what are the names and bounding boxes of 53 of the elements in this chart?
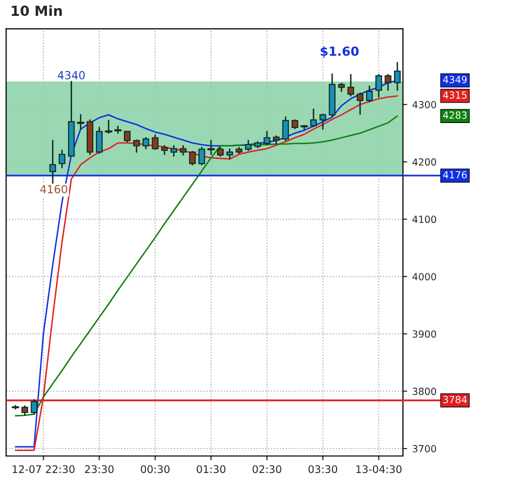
candlestick <box>180 145 186 156</box>
candlestick <box>170 145 178 157</box>
candlestick <box>347 74 354 97</box>
candlestick <box>142 137 150 150</box>
candlestick <box>124 130 131 142</box>
x-tick-label: 12-07 22:30 <box>12 465 75 474</box>
candlestick <box>114 126 122 134</box>
candlestick <box>76 114 84 130</box>
candlestick <box>207 140 215 156</box>
annotation: 4160 <box>40 184 68 194</box>
y-tick-label: 4300 <box>412 100 436 108</box>
x-tick-label: 02:30 <box>252 465 282 474</box>
ref-line-label: 3784 <box>443 396 467 404</box>
candlestick <box>375 74 382 98</box>
candlestick <box>356 92 364 115</box>
candlestick <box>319 114 326 130</box>
candlestick <box>58 150 66 168</box>
x-tick-label: 23:30 <box>85 465 114 474</box>
candlestick <box>104 120 112 134</box>
candlestick <box>366 85 373 102</box>
text: 4283 <box>443 111 467 119</box>
annotation: 4340 <box>58 71 85 80</box>
candlestick <box>21 405 28 416</box>
x-tick-label: 13-04:30 <box>356 465 402 474</box>
line-series <box>14 115 398 417</box>
y-tick-label: 3900 <box>412 330 436 338</box>
y-tick-label: 4000 <box>412 272 436 280</box>
x-tick-label: 03:30 <box>308 465 338 474</box>
candlestick <box>394 62 401 91</box>
x-tick-label: 00:30 <box>140 465 170 474</box>
candlestick <box>152 134 159 150</box>
candlestick <box>384 74 392 91</box>
y-tick-label: 3800 <box>412 388 436 396</box>
x-tick-label: 01:30 <box>196 465 226 474</box>
candlestick <box>96 126 103 154</box>
annotation: $1.60 <box>320 46 359 58</box>
y-tick-label: 3700 <box>412 445 436 452</box>
y-tick-label: 4100 <box>412 216 436 224</box>
candlestick <box>244 140 252 152</box>
candlestick <box>310 108 317 127</box>
candlestick <box>198 146 206 166</box>
y-tick-label: 4200 <box>412 158 436 166</box>
chart-title: 10 Min <box>12 5 62 16</box>
candlestick <box>133 139 140 153</box>
text: 4349 <box>443 76 467 84</box>
candlestick <box>189 150 196 166</box>
text: 4315 <box>443 91 467 99</box>
candlestick <box>30 399 38 415</box>
candlestick <box>264 130 270 146</box>
candlestick <box>226 148 234 160</box>
ref-line-label: 4176 <box>443 171 467 178</box>
candlestick <box>49 140 56 186</box>
candlestick <box>282 116 289 142</box>
